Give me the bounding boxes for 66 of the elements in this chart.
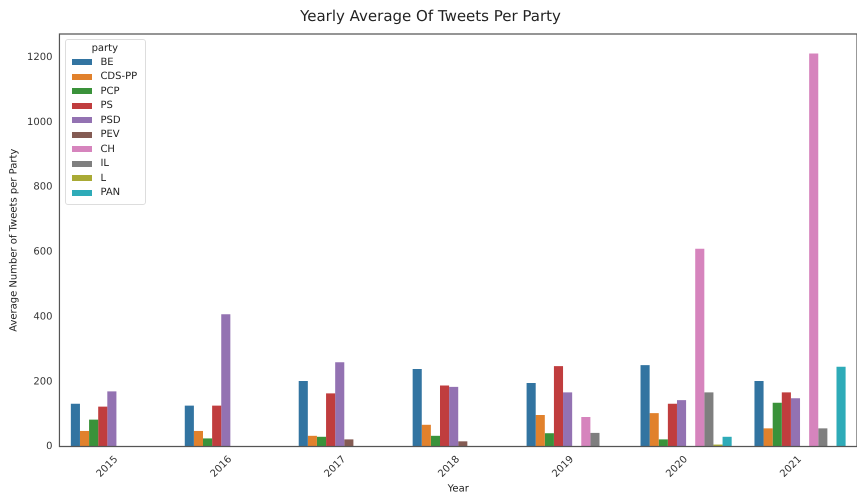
bar bbox=[754, 381, 764, 447]
bar bbox=[704, 392, 714, 447]
legend-label: CDS-PP bbox=[100, 71, 138, 82]
bar bbox=[449, 386, 458, 447]
bar bbox=[581, 417, 590, 447]
bar bbox=[563, 392, 572, 447]
bar bbox=[526, 382, 536, 447]
bar bbox=[221, 314, 230, 447]
bar bbox=[89, 420, 98, 447]
bar bbox=[298, 381, 308, 447]
legend-label: PS bbox=[100, 100, 113, 112]
y-tick-label: 200 bbox=[33, 376, 52, 388]
bar bbox=[80, 430, 90, 447]
bar bbox=[695, 248, 704, 447]
bar bbox=[658, 439, 668, 447]
bar bbox=[458, 441, 468, 447]
bar bbox=[203, 438, 212, 447]
legend-label: PSD bbox=[100, 114, 121, 126]
y-tick-label: 1000 bbox=[26, 116, 52, 128]
bar bbox=[650, 413, 659, 447]
legend-label: PCP bbox=[100, 86, 120, 97]
legend-label: CH bbox=[100, 144, 115, 155]
bar bbox=[308, 436, 317, 447]
bar bbox=[335, 362, 344, 447]
bar bbox=[782, 392, 791, 447]
bar bbox=[790, 398, 800, 447]
x-axis-title: Year bbox=[446, 484, 470, 495]
bar bbox=[440, 386, 450, 447]
bar bbox=[70, 404, 80, 447]
legend-label: IL bbox=[100, 158, 109, 170]
bar bbox=[344, 439, 354, 447]
y-tick-label: 1200 bbox=[26, 52, 52, 63]
bar bbox=[836, 366, 846, 447]
bar bbox=[668, 404, 677, 447]
bar bbox=[809, 53, 818, 447]
bar bbox=[98, 406, 108, 447]
chart-title: Yearly Average Of Tweets Per Party bbox=[299, 6, 562, 25]
bar bbox=[722, 436, 732, 447]
legend-title: party bbox=[90, 43, 119, 54]
bar bbox=[184, 406, 194, 447]
bar bbox=[818, 428, 828, 447]
y-tick-label: 0 bbox=[46, 441, 52, 452]
bar bbox=[536, 415, 545, 447]
bar bbox=[590, 432, 600, 447]
bar bbox=[554, 366, 564, 447]
bar bbox=[422, 424, 431, 447]
y-tick-label: 800 bbox=[33, 182, 52, 193]
bar bbox=[212, 406, 222, 447]
y-tick-label: 400 bbox=[33, 311, 52, 322]
bar bbox=[544, 433, 554, 447]
bar bbox=[764, 428, 773, 447]
legend-label: BE bbox=[100, 56, 114, 68]
legend-label: L bbox=[100, 172, 106, 184]
bar bbox=[412, 369, 422, 447]
bar bbox=[107, 391, 116, 447]
legend-label: PAN bbox=[100, 187, 120, 198]
bar bbox=[430, 436, 440, 447]
bar bbox=[772, 402, 782, 447]
bar bbox=[194, 430, 204, 447]
y-axis-title: Average Number of Tweets per Party bbox=[8, 148, 20, 332]
bar bbox=[326, 393, 336, 447]
bar bbox=[316, 436, 326, 447]
legend-label: PEV bbox=[100, 129, 120, 140]
bar bbox=[640, 365, 650, 447]
y-tick-label: 600 bbox=[33, 246, 52, 258]
bar bbox=[676, 400, 686, 447]
